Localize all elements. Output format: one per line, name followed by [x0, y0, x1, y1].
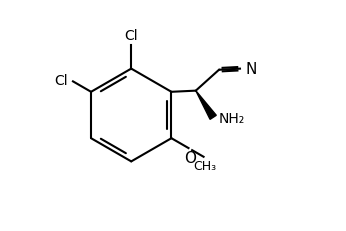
Text: N: N — [245, 61, 257, 76]
Text: CH₃: CH₃ — [193, 159, 216, 172]
Polygon shape — [196, 91, 216, 120]
Text: O: O — [184, 150, 195, 165]
Text: Cl: Cl — [125, 29, 138, 43]
Text: NH₂: NH₂ — [219, 112, 245, 126]
Text: Cl: Cl — [55, 74, 68, 88]
